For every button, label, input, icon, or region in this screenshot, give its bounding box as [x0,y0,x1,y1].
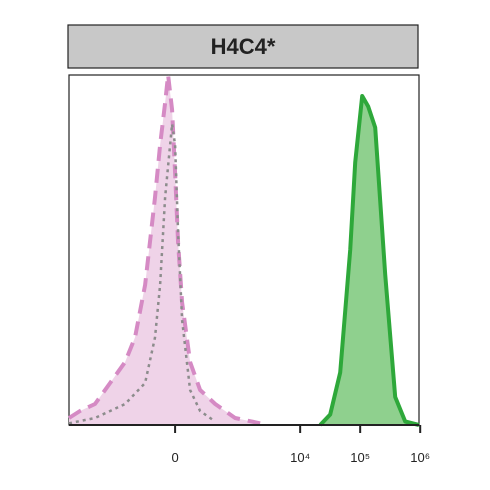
plot-layer [67,73,420,427]
area-fill [320,96,419,425]
area-fill [69,75,261,425]
x-tick-label: 0 [171,450,178,465]
series-line [68,122,216,425]
x-tick-label: 10⁵ [350,450,370,465]
x-tick-label: 10⁴ [290,450,310,465]
series-line [67,73,261,426]
x-tick-label: 10⁶ [410,450,430,465]
series-line [318,94,420,427]
chart-title: H4C4* [211,34,276,59]
title-strip [67,24,419,69]
